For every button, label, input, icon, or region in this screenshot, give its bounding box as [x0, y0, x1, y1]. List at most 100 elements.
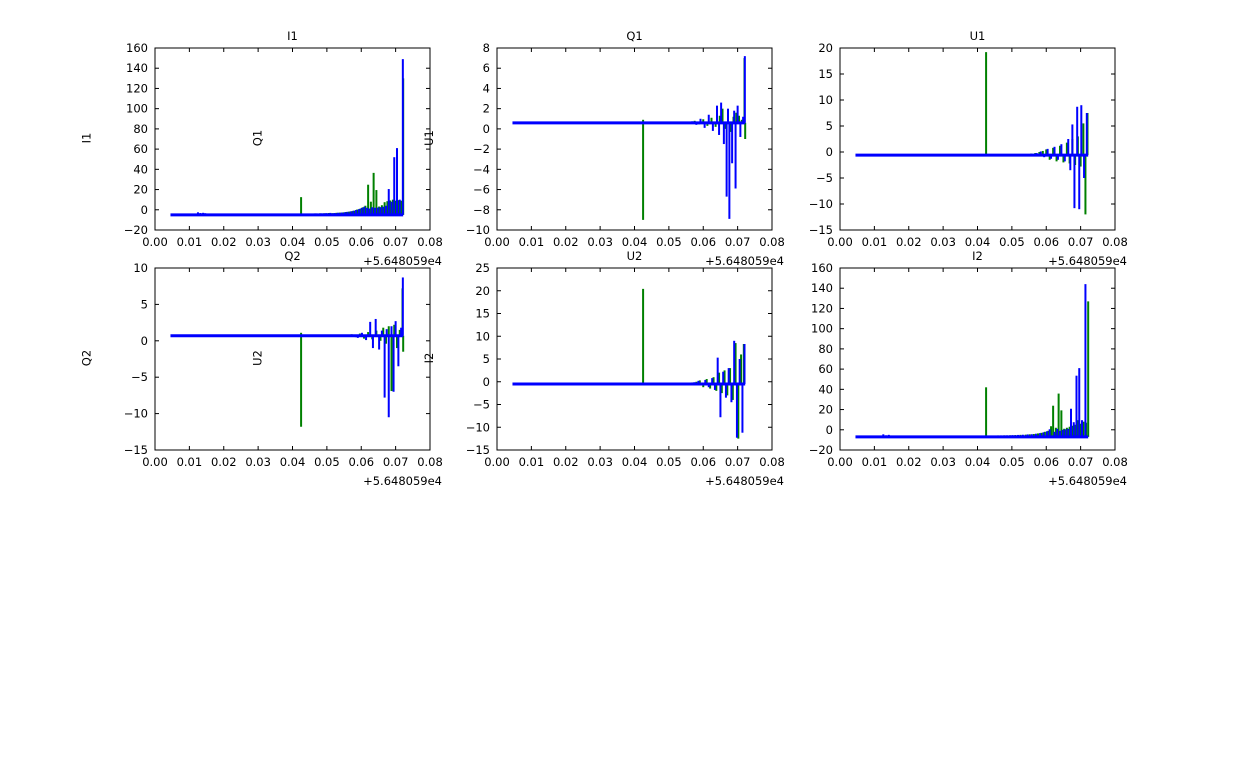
svg-text:0.06: 0.06 [690, 235, 716, 249]
x-axis-offset-text: +5.648059e4 [1048, 474, 1127, 488]
svg-text:0.06: 0.06 [1033, 235, 1059, 249]
svg-text:0.03: 0.03 [930, 455, 956, 469]
svg-text:20: 20 [818, 403, 833, 417]
plot-canvas: 0.00 0.01 0.02 0.03 0.04 0.05 0.06 0.07 0.08 −20 0… [809, 262, 1128, 469]
plot-canvas: 0.00 0.01 0.02 0.03 0.04 0.05 0.06 0.07 0.08 −15 −… [809, 42, 1128, 249]
svg-text:0: 0 [826, 423, 833, 437]
svg-text:80: 80 [133, 122, 148, 136]
x-axis-offset-text: +5.648059e4 [1048, 254, 1127, 268]
subplot-i2: I2 I2 +5.648059e4 0.00 0.01 0.02 0.03 0.04 0.05 0… [422, 249, 1128, 488]
svg-text:10: 10 [133, 262, 148, 275]
svg-text:0.07: 0.07 [1068, 455, 1094, 469]
subplot-u2: U2 U2 +5.648059e4 0.00 0.01 0.02 0.03 0.04 0.05 0… [251, 249, 785, 488]
svg-text:0.00: 0.00 [827, 455, 853, 469]
svg-text:0.03: 0.03 [245, 455, 271, 469]
svg-text:100: 100 [126, 102, 148, 116]
subplot-title: I1 [287, 29, 298, 43]
svg-text:0.05: 0.05 [999, 455, 1025, 469]
svg-text:0.00: 0.00 [827, 235, 853, 249]
series-blue [170, 59, 404, 217]
svg-text:0.01: 0.01 [177, 235, 203, 249]
svg-text:0.05: 0.05 [314, 235, 340, 249]
svg-text:0.05: 0.05 [999, 235, 1025, 249]
svg-text:0.08: 0.08 [1102, 235, 1128, 249]
svg-text:0.02: 0.02 [211, 235, 237, 249]
svg-text:60: 60 [133, 142, 148, 156]
svg-text:0.08: 0.08 [759, 235, 785, 249]
svg-text:−2: −2 [473, 142, 490, 156]
svg-text:0.06: 0.06 [348, 235, 374, 249]
x-axis-offset-text: +5.648059e4 [363, 254, 442, 268]
subplot-u1: U1 U1 +5.648059e4 0.00 0.01 0.02 0.03 0.04 0.05 0… [422, 29, 1128, 268]
svg-text:0.07: 0.07 [383, 455, 409, 469]
svg-text:−10: −10 [809, 197, 833, 211]
subplot-title: I2 [972, 249, 983, 263]
y-axis-label: U2 [250, 350, 265, 366]
svg-text:0.06: 0.06 [348, 455, 374, 469]
subplot-i1: I1 I1 +5.648059e4 0.00 0.01 0.02 0.03 0.04 0.05 0… [80, 29, 443, 268]
svg-text:0.08: 0.08 [417, 455, 443, 469]
svg-text:0: 0 [141, 203, 148, 217]
svg-text:2: 2 [483, 102, 490, 116]
matplotlib-figure: I1 I1 +5.648059e4 0.00 0.01 0.02 0.03 0.04 0.05 0… [79, 29, 1128, 488]
svg-text:0.05: 0.05 [656, 235, 682, 249]
series-blue [170, 277, 404, 418]
svg-text:0.00: 0.00 [484, 235, 510, 249]
svg-text:0.07: 0.07 [725, 455, 751, 469]
x-axis-offset-text: +5.648059e4 [705, 474, 784, 488]
svg-text:0.06: 0.06 [690, 455, 716, 469]
y-axis-label: Q2 [79, 349, 94, 367]
svg-text:−10: −10 [466, 223, 490, 237]
svg-text:10: 10 [818, 93, 833, 107]
svg-text:120: 120 [811, 301, 833, 315]
svg-text:−8: −8 [473, 203, 490, 217]
svg-text:0.03: 0.03 [587, 455, 613, 469]
svg-text:0.07: 0.07 [725, 235, 751, 249]
svg-text:140: 140 [811, 281, 833, 295]
svg-text:0.04: 0.04 [622, 455, 648, 469]
svg-text:4: 4 [483, 81, 490, 95]
svg-text:0: 0 [826, 145, 833, 159]
svg-text:0.08: 0.08 [417, 235, 443, 249]
svg-text:0.07: 0.07 [1068, 235, 1094, 249]
svg-text:0.01: 0.01 [862, 455, 888, 469]
svg-text:0.05: 0.05 [656, 455, 682, 469]
svg-text:120: 120 [126, 81, 148, 95]
svg-text:0: 0 [483, 375, 490, 389]
series-blue [512, 56, 746, 219]
svg-text:0.04: 0.04 [965, 455, 991, 469]
subplot-title: Q2 [284, 249, 301, 263]
svg-text:−10: −10 [124, 407, 148, 421]
svg-text:0.08: 0.08 [1102, 455, 1128, 469]
svg-text:0.00: 0.00 [484, 455, 510, 469]
svg-text:80: 80 [818, 342, 833, 356]
svg-text:−10: −10 [466, 420, 490, 434]
series-blue [855, 284, 1089, 439]
svg-text:140: 140 [126, 61, 148, 75]
svg-text:0.04: 0.04 [280, 235, 306, 249]
svg-text:−4: −4 [473, 162, 490, 176]
svg-text:5: 5 [483, 352, 490, 366]
plot-canvas: 0.00 0.01 0.02 0.03 0.04 0.05 0.06 0.07 0.08 −15 −… [466, 262, 785, 469]
subplot-q2: Q2 Q2 +5.648059e4 0.00 0.01 0.02 0.03 0.04 0.05 0… [80, 249, 443, 488]
svg-text:0: 0 [483, 122, 490, 136]
svg-text:40: 40 [133, 162, 148, 176]
svg-text:0.07: 0.07 [383, 235, 409, 249]
svg-text:5: 5 [141, 297, 148, 311]
svg-text:0.04: 0.04 [622, 235, 648, 249]
x-axis-offset-text: +5.648059e4 [705, 254, 784, 268]
subplot-q1: Q1 Q1 +5.648059e4 0.00 0.01 0.02 0.03 0.04 0.05 0… [251, 29, 785, 268]
svg-text:0.01: 0.01 [519, 455, 545, 469]
svg-text:−5: −5 [816, 171, 833, 185]
subplot-title: Q1 [626, 29, 643, 43]
svg-text:−6: −6 [473, 183, 490, 197]
subplot-title: U2 [626, 249, 643, 263]
svg-text:0.03: 0.03 [930, 235, 956, 249]
svg-text:15: 15 [818, 67, 833, 81]
svg-text:−5: −5 [131, 370, 148, 384]
subplot-title: U1 [969, 29, 986, 43]
svg-text:−15: −15 [124, 443, 148, 457]
plot-canvas: 0.00 0.01 0.02 0.03 0.04 0.05 0.06 0.07 0.08 −10 −… [466, 42, 785, 249]
svg-text:−20: −20 [809, 443, 833, 457]
svg-text:0.02: 0.02 [896, 235, 922, 249]
